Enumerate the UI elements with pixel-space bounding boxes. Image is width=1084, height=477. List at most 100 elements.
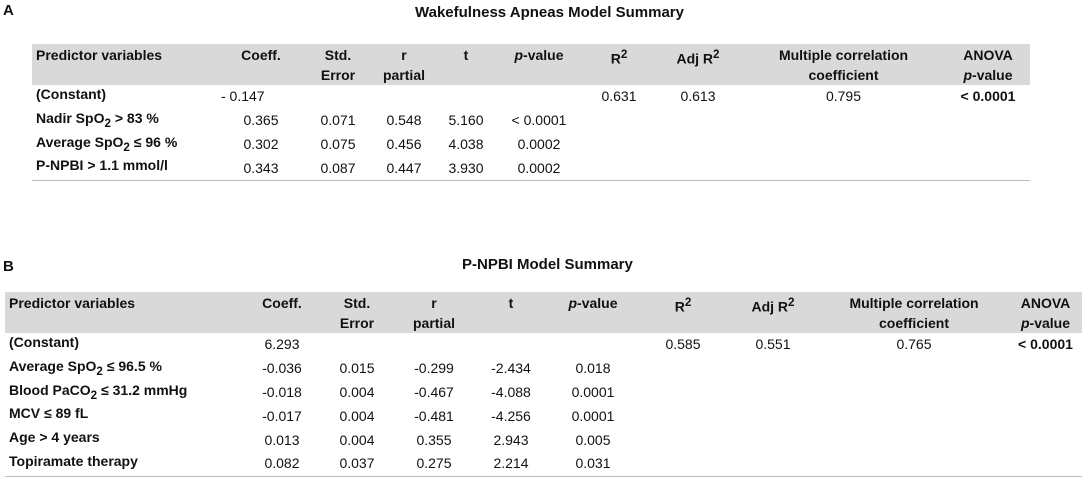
cell-r2 — [639, 357, 727, 381]
cell-multiple-correlation — [741, 156, 946, 182]
cell-coeff: -0.017 — [262, 407, 302, 424]
cell-std-error: 0.004 — [339, 407, 375, 424]
cell-anova-p-value: < 0.0001 — [960, 88, 1016, 105]
cell-std-error: 0.071 — [320, 112, 356, 129]
cell-multiple-correlation: 0.795 — [825, 88, 862, 105]
cell-multiple-correlation — [819, 428, 1009, 452]
cell-r-partial: -0.299 — [414, 360, 454, 377]
cell-std-error — [321, 333, 393, 357]
cell-r-partial: 0.275 — [393, 451, 475, 477]
cell-r-partial — [393, 333, 475, 357]
header-predictor: Predictor variables — [32, 44, 217, 85]
cell-r2 — [583, 133, 655, 157]
cell-r-partial: 0.355 — [416, 431, 452, 448]
table-row: Blood PaCO2 ≤ 31.2 mmHg -0.018 0.004 -0.467… — [5, 381, 1082, 405]
cell-coeff: -0.018 — [262, 383, 302, 400]
cell-predictor: Average SpO2 ≤ 96 % — [36, 133, 178, 154]
header-p-value: p-value — [547, 292, 639, 333]
cell-multiple-correlation — [741, 109, 946, 133]
cell-t: -4.256 — [491, 407, 531, 424]
cell-p-value: 0.0001 — [571, 383, 615, 400]
header-std-error: Std. Error — [321, 292, 393, 333]
panel-b-letter: B — [3, 258, 14, 275]
cell-anova-p-value — [946, 133, 1030, 157]
cell-t: 2.214 — [475, 451, 547, 477]
cell-t: 5.160 — [448, 112, 484, 129]
cell-adj-r2 — [727, 381, 819, 405]
cell-t: 2.943 — [493, 431, 529, 448]
cell-adj-r2: 0.551 — [755, 336, 791, 353]
cell-anova-p-value — [946, 156, 1030, 182]
header-predictor: Predictor variables — [5, 292, 243, 333]
table-row: Nadir SpO2 > 83 % 0.365 0.071 0.548 5.160 < 0… — [32, 109, 1030, 133]
cell-anova-p-value — [1009, 357, 1082, 381]
cell-p-value — [547, 333, 639, 357]
cell-predictor: Average SpO2 ≤ 96.5 % — [9, 357, 162, 378]
table-row: Topiramate therapy 0.082 0.037 0.275 2.214 0.… — [5, 451, 1082, 477]
cell-p-value: 0.0002 — [517, 135, 561, 152]
header-anova-p-value: ANOVA p-value — [1009, 292, 1082, 333]
header-r2: R2 — [583, 44, 655, 85]
cell-multiple-correlation — [741, 133, 946, 157]
header-t: t — [475, 292, 547, 333]
header-r-partial: r partial — [371, 44, 437, 85]
table-header-row: Predictor variables Coeff. Std. Error r … — [5, 292, 1082, 333]
cell-coeff: 0.082 — [243, 451, 321, 477]
header-r-partial: r partial — [393, 292, 475, 333]
cell-adj-r2 — [655, 133, 741, 157]
header-adj-r2: Adj R2 — [727, 292, 819, 333]
cell-r2 — [639, 428, 727, 452]
cell-t: -2.434 — [491, 360, 531, 377]
cell-predictor: Age > 4 years — [9, 429, 100, 446]
cell-predictor: Nadir SpO2 > 83 % — [36, 109, 159, 130]
cell-multiple-correlation — [819, 381, 1009, 405]
cell-anova-p-value — [1009, 404, 1082, 428]
cell-r2 — [639, 404, 727, 428]
table-row: (Constant) 6.293 0.585 0.551 0.765 < 0.0001 — [5, 333, 1082, 357]
cell-adj-r2 — [727, 404, 819, 428]
cell-t: -4.088 — [491, 383, 531, 400]
cell-coeff: - 0.147 — [221, 88, 265, 105]
cell-coeff: 0.365 — [243, 112, 279, 129]
cell-anova-p-value — [1009, 381, 1082, 405]
header-t: t — [437, 44, 495, 85]
cell-adj-r2 — [727, 451, 819, 477]
cell-p-value: 0.005 — [575, 431, 611, 448]
panel-b-table: Predictor variables Coeff. Std. Error r … — [5, 292, 1082, 477]
cell-r2: 0.585 — [665, 336, 701, 353]
cell-multiple-correlation — [819, 404, 1009, 428]
cell-r2 — [639, 451, 727, 477]
header-multiple-correlation: Multiple correlation coefficient — [819, 292, 1009, 333]
cell-coeff: -0.036 — [262, 360, 302, 377]
cell-r-partial: 0.548 — [386, 112, 422, 129]
cell-std-error: 0.015 — [339, 360, 375, 377]
cell-std-error: 0.075 — [320, 135, 356, 152]
cell-adj-r2 — [655, 109, 741, 133]
cell-std-error: 0.004 — [339, 431, 375, 448]
cell-multiple-correlation — [819, 357, 1009, 381]
panel-a-letter: A — [3, 2, 14, 19]
cell-anova-p-value: < 0.0001 — [1018, 336, 1073, 353]
cell-multiple-correlation — [819, 451, 1009, 477]
cell-anova-p-value — [946, 109, 1030, 133]
cell-r-partial: -0.467 — [414, 383, 454, 400]
cell-predictor: (Constant) — [36, 86, 106, 102]
cell-coeff: 0.302 — [243, 135, 279, 152]
panel-b-title: P-NPBI Model Summary — [462, 256, 633, 273]
header-coeff: Coeff. — [217, 44, 305, 85]
header-anova-p-value: ANOVA p-value — [946, 44, 1030, 85]
cell-r-partial: 0.447 — [371, 156, 437, 182]
cell-r2 — [583, 156, 655, 182]
cell-predictor: MCV ≤ 89 fL — [9, 405, 89, 422]
cell-adj-r2 — [727, 357, 819, 381]
cell-coeff: 0.013 — [264, 431, 300, 448]
cell-r2: 0.631 — [601, 88, 637, 105]
cell-r-partial: 0.456 — [386, 135, 422, 152]
cell-coeff: 6.293 — [264, 336, 300, 353]
cell-t: 3.930 — [437, 156, 495, 182]
cell-anova-p-value — [1009, 451, 1082, 477]
cell-p-value: 0.0002 — [495, 156, 583, 182]
cell-adj-r2 — [727, 428, 819, 452]
panel-a-table: Predictor variables Coeff. Std. Error r … — [32, 44, 1030, 182]
table-row: P-NPBI > 1.1 mmol/l 0.343 0.087 0.447 3.930 0… — [32, 156, 1030, 182]
